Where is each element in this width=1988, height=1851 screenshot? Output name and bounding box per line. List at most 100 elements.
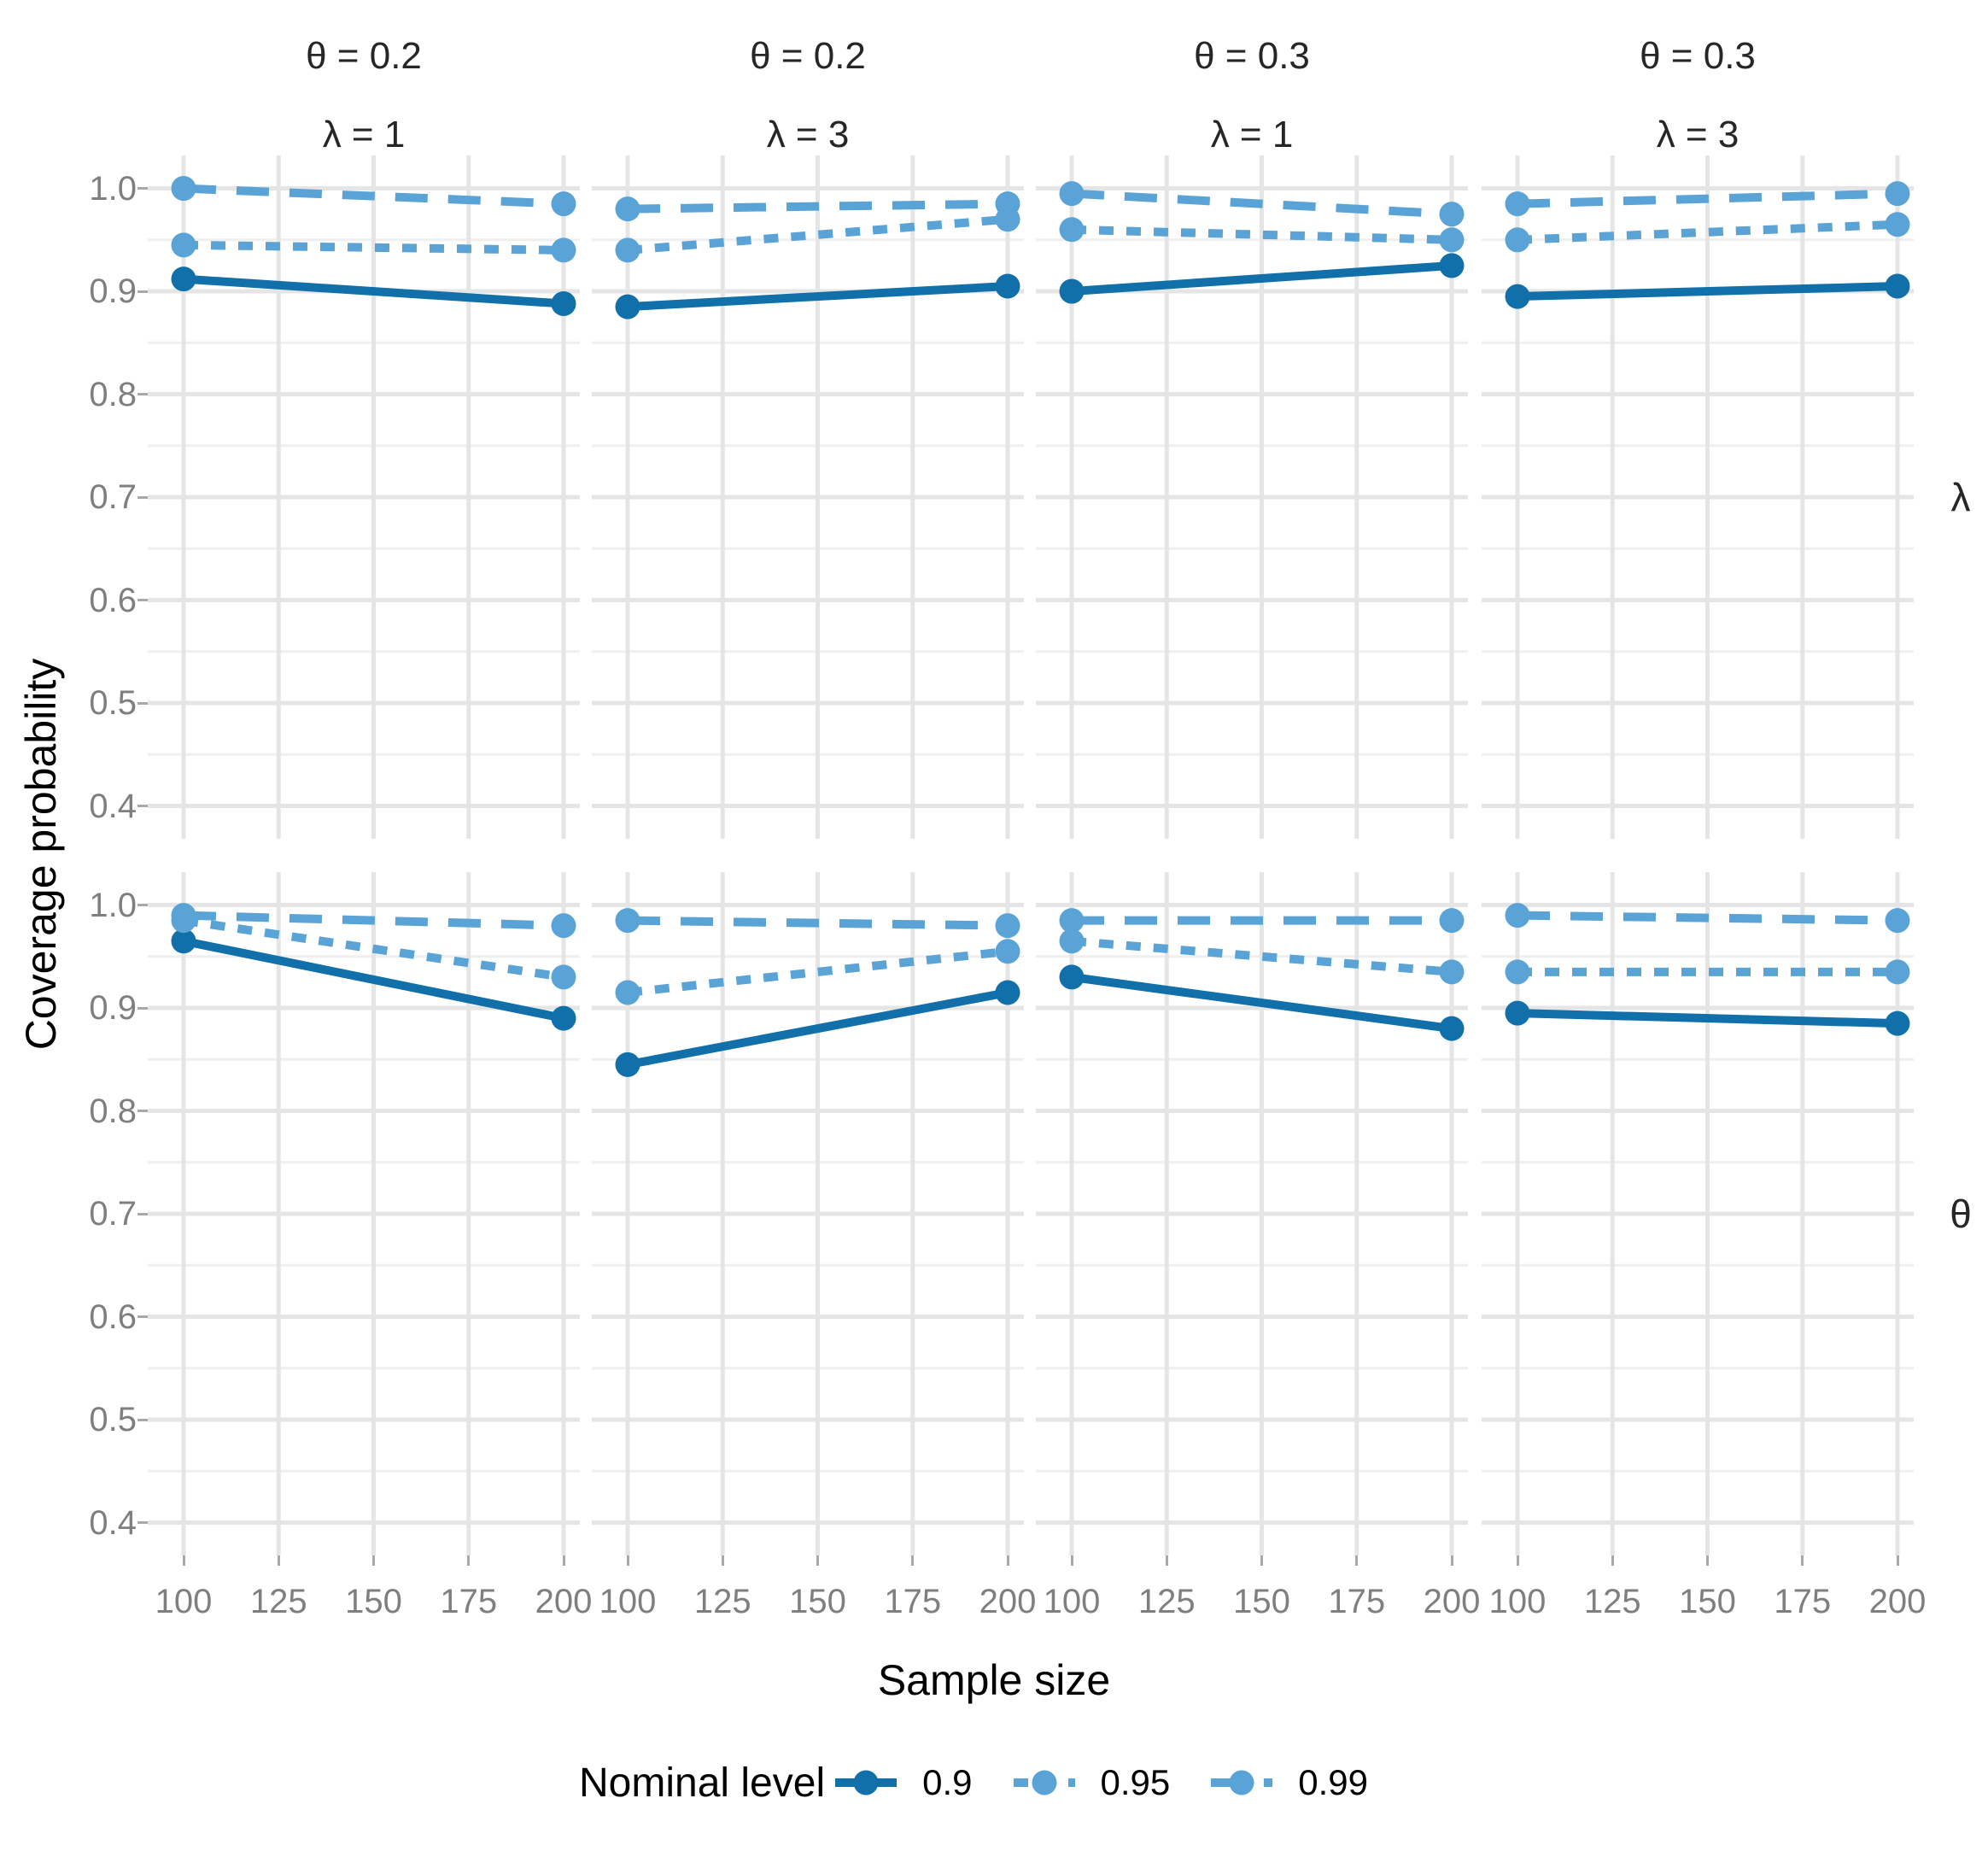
legend-label-0.99: 0.99 [1298, 1762, 1368, 1802]
series-point-0.9 [615, 1051, 640, 1077]
series-point-0.99 [995, 191, 1020, 217]
y-tick-mark [137, 495, 148, 499]
legend: Nominal level 0.9 0.95 0.99 [0, 1744, 1988, 1821]
series-point-0.99 [551, 191, 576, 217]
series-line-0.95 [1071, 936, 1453, 976]
y-tick-mark [137, 904, 148, 907]
series-line-0.95 [1071, 225, 1453, 244]
x-tick-label: 200 [1423, 1583, 1481, 1620]
series-point-0.9 [615, 294, 640, 319]
y-tick-label: 0.7 [89, 1195, 137, 1233]
series-point-0.99 [1505, 191, 1530, 217]
series-point-0.9 [1059, 278, 1085, 304]
x-tick-label: 100 [599, 1583, 657, 1620]
facet-row-0-strip: λ [1950, 475, 1971, 519]
y-tick-mark [137, 187, 148, 190]
series-point-0.95 [1439, 227, 1465, 253]
series-point-0.9 [171, 928, 196, 954]
series-line-0.99 [183, 911, 564, 930]
series-line-0.9 [1517, 282, 1898, 302]
series-point-0.95 [995, 939, 1020, 964]
series-point-0.99 [615, 908, 640, 934]
x-tick-label: 125 [249, 1583, 307, 1620]
series-line-0.99 [627, 199, 1009, 214]
panel-r0-c1 [592, 155, 1024, 839]
facet-col-3-header-lambda: λ = 3 [1656, 114, 1740, 155]
y-tick-mark [137, 701, 148, 705]
series-line-0.9 [1517, 1009, 1898, 1028]
series-point-0.99 [551, 913, 576, 939]
series-point-0.99 [171, 903, 196, 928]
facet-col-1-header-lambda: λ = 3 [766, 114, 850, 155]
y-tick-label: 1.0 [89, 169, 137, 208]
x-tick-label: 175 [440, 1583, 498, 1620]
series-point-0.9 [1059, 964, 1085, 990]
series-point-0.99 [1505, 903, 1530, 928]
y-tick-label: 0.6 [89, 1297, 137, 1336]
x-tick-label: 200 [535, 1583, 593, 1620]
series-point-0.9 [1505, 284, 1530, 309]
series-point-0.95 [1059, 217, 1085, 243]
series-point-0.9 [995, 273, 1020, 299]
y-tick-mark [137, 1418, 148, 1421]
y-tick-mark [137, 1212, 148, 1215]
series-point-0.95 [1439, 959, 1465, 985]
series-point-0.95 [1885, 959, 1910, 985]
x-tick-mark [1355, 1555, 1359, 1566]
y-tick-mark [137, 805, 148, 808]
x-tick-mark [1260, 1555, 1263, 1566]
x-tick-label: 200 [1868, 1583, 1927, 1620]
x-tick-label: 125 [1583, 1583, 1641, 1620]
x-tick-label: 200 [979, 1583, 1037, 1620]
facet-row-1-strip: θ [1950, 1192, 1972, 1236]
series-line-0.95 [1517, 220, 1898, 244]
series-line-0.95 [627, 214, 1009, 255]
x-tick-mark [1706, 1555, 1709, 1566]
series-point-0.95 [1885, 212, 1910, 237]
series-point-0.99 [1439, 202, 1465, 227]
series-line-0.95 [183, 916, 564, 981]
x-tick-label: 150 [789, 1583, 846, 1620]
x-tick-label: 125 [693, 1583, 751, 1620]
x-tick-mark [1896, 1555, 1899, 1566]
y-tick-label: 0.9 [89, 272, 137, 311]
x-tick-mark [1006, 1555, 1009, 1566]
series-point-0.99 [1885, 181, 1910, 207]
series-line-0.95 [627, 946, 1009, 997]
legend-key-point [1032, 1770, 1056, 1795]
x-tick-label: 175 [884, 1583, 942, 1620]
series-point-0.99 [1885, 908, 1910, 934]
x-tick-mark [1516, 1555, 1519, 1566]
panel-r1-c1 [592, 872, 1024, 1555]
y-tick-mark [137, 393, 148, 396]
legend-key-point [853, 1770, 879, 1795]
series-point-0.95 [1505, 959, 1530, 985]
series-line-0.99 [183, 184, 564, 208]
panel-r0-c0 [148, 155, 580, 839]
series-point-0.99 [615, 196, 640, 222]
series-point-0.95 [171, 232, 196, 258]
series-point-0.9 [1439, 1016, 1465, 1041]
series-point-0.9 [171, 267, 196, 292]
facet-col-0-header-theta: θ = 0.2 [306, 35, 422, 77]
series-point-0.95 [551, 964, 576, 990]
series-line-0.99 [627, 916, 1009, 930]
x-tick-mark [562, 1555, 565, 1566]
series-point-0.99 [1059, 181, 1085, 207]
series-line-0.9 [183, 936, 564, 1023]
legend-label-0.95: 0.95 [1100, 1762, 1171, 1802]
series-point-0.99 [1059, 908, 1085, 934]
series-point-0.9 [1505, 1000, 1530, 1026]
x-tick-label: 125 [1137, 1583, 1196, 1620]
series-line-0.9 [627, 988, 1009, 1069]
y-tick-label: 1.0 [89, 886, 137, 924]
series-line-0.9 [627, 282, 1009, 312]
y-tick-label: 0.9 [89, 989, 137, 1028]
x-tick-label: 150 [1233, 1583, 1290, 1620]
x-tick-mark [1611, 1555, 1614, 1566]
facet-col-2-header-theta: θ = 0.3 [1194, 35, 1310, 77]
x-tick-label: 100 [1043, 1583, 1101, 1620]
y-tick-label: 0.8 [89, 1092, 137, 1130]
x-tick-mark [721, 1555, 724, 1566]
